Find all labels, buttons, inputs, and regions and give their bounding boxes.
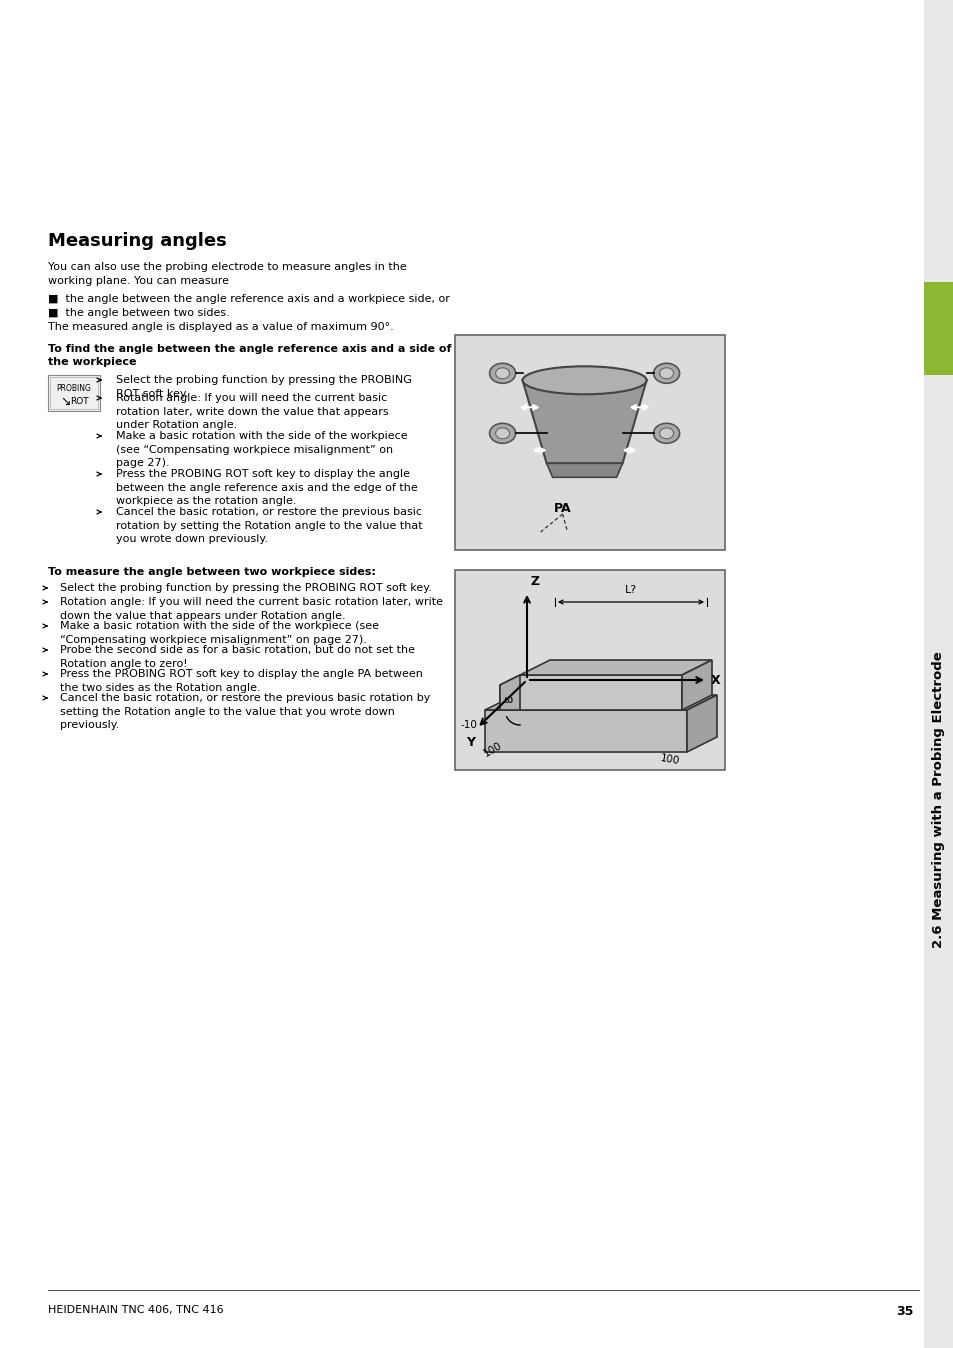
Text: The measured angle is displayed as a value of maximum 90°.: The measured angle is displayed as a val…	[48, 322, 394, 332]
Ellipse shape	[659, 368, 673, 379]
Ellipse shape	[495, 368, 509, 379]
Text: Press the PROBING ROT soft key to display the angle PA between
the two sides as : Press the PROBING ROT soft key to displa…	[60, 669, 422, 693]
Text: -10: -10	[459, 720, 476, 731]
Text: Z: Z	[531, 576, 539, 588]
Polygon shape	[499, 675, 519, 710]
Text: PA: PA	[553, 501, 571, 515]
Ellipse shape	[653, 423, 679, 443]
Text: Measuring angles: Measuring angles	[48, 232, 227, 249]
Polygon shape	[499, 675, 681, 710]
Ellipse shape	[489, 423, 515, 443]
Ellipse shape	[495, 427, 509, 439]
Text: Select the probing function by pressing the PROBING ROT soft key.: Select the probing function by pressing …	[60, 582, 432, 593]
Text: Select the probing function by pressing the PROBING
ROT soft key.: Select the probing function by pressing …	[116, 375, 412, 399]
Text: ↘: ↘	[61, 395, 71, 408]
Text: You can also use the probing electrode to measure angles in the
working plane. Y: You can also use the probing electrode t…	[48, 262, 406, 286]
Text: HEIDENHAIN TNC 406, TNC 416: HEIDENHAIN TNC 406, TNC 416	[48, 1305, 223, 1316]
Text: Y: Y	[466, 736, 475, 749]
Ellipse shape	[653, 364, 679, 383]
Bar	[923, 282, 953, 375]
Text: the workpiece: the workpiece	[48, 357, 136, 367]
Text: To find the angle between the angle reference axis and a side of: To find the angle between the angle refe…	[48, 344, 451, 355]
Text: ROT: ROT	[70, 398, 89, 406]
Text: Make a basic rotation with the side of the workpiece
(see “Compensating workpiec: Make a basic rotation with the side of t…	[116, 431, 407, 468]
Ellipse shape	[489, 364, 515, 383]
Bar	[455, 336, 724, 550]
Polygon shape	[546, 464, 622, 477]
Text: PROBING: PROBING	[56, 384, 91, 394]
Text: To measure the angle between two workpiece sides:: To measure the angle between two workpie…	[48, 568, 375, 577]
Bar	[48, 375, 100, 411]
Polygon shape	[686, 696, 717, 752]
Text: ω: ω	[503, 696, 512, 705]
Ellipse shape	[522, 367, 646, 395]
Bar	[50, 377, 98, 408]
Polygon shape	[522, 380, 646, 464]
Text: ■  the angle between the angle reference axis and a workpiece side, or: ■ the angle between the angle reference …	[48, 294, 450, 305]
Ellipse shape	[659, 427, 673, 439]
Polygon shape	[519, 661, 711, 675]
Bar	[455, 570, 724, 770]
Text: Rotation angle: If you will need the current basic
rotation later, write down th: Rotation angle: If you will need the cur…	[116, 394, 388, 430]
Text: Probe the second side as for a basic rotation, but do not set the
Rotation angle: Probe the second side as for a basic rot…	[60, 644, 415, 669]
Text: X: X	[710, 674, 720, 686]
Text: Make a basic rotation with the side of the workpiece (see
“Compensating workpiec: Make a basic rotation with the side of t…	[60, 621, 378, 644]
Text: ■  the angle between two sides.: ■ the angle between two sides.	[48, 307, 230, 318]
Text: Press the PROBING ROT soft key to display the angle
between the angle reference : Press the PROBING ROT soft key to displa…	[116, 469, 417, 507]
Polygon shape	[484, 696, 717, 710]
Bar	[923, 0, 953, 1348]
Text: 100: 100	[659, 754, 679, 767]
Text: 2.6 Measuring with a Probing Electrode: 2.6 Measuring with a Probing Electrode	[931, 651, 944, 949]
Text: 35: 35	[896, 1305, 913, 1318]
Text: Cancel the basic rotation, or restore the previous basic
rotation by setting the: Cancel the basic rotation, or restore th…	[116, 507, 422, 545]
Text: L?: L?	[624, 585, 637, 594]
Bar	[484, 710, 686, 752]
Text: Cancel the basic rotation, or restore the previous basic rotation by
setting the: Cancel the basic rotation, or restore th…	[60, 693, 430, 731]
Polygon shape	[681, 661, 711, 710]
Text: Rotation angle: If you will need the current basic rotation later, write
down th: Rotation angle: If you will need the cur…	[60, 597, 442, 620]
Text: 100: 100	[481, 740, 503, 759]
